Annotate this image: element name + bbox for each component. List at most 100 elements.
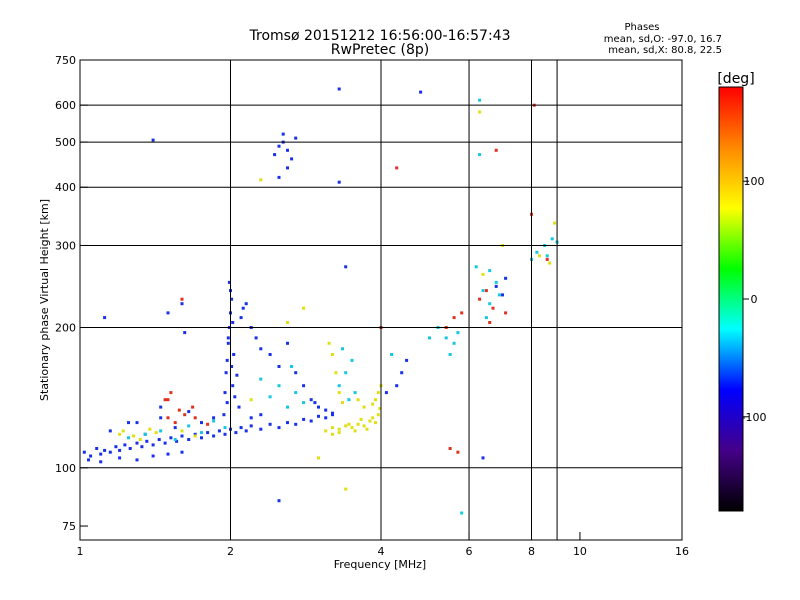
data-point: [259, 377, 263, 381]
data-point: [273, 153, 277, 157]
data-point: [376, 413, 380, 417]
data-point: [200, 436, 203, 440]
data-point: [478, 153, 482, 157]
y-tick-label: 600: [55, 99, 76, 112]
data-point: [331, 413, 334, 417]
data-point: [226, 341, 230, 345]
data-point: [159, 429, 163, 433]
data-point: [212, 419, 216, 423]
data-point: [478, 98, 482, 102]
data-point: [365, 427, 369, 431]
data-point: [127, 421, 130, 425]
data-point: [290, 365, 294, 368]
data-point: [286, 341, 289, 345]
data-point: [371, 402, 375, 406]
y-axis-label: Stationary phase Virtual Height [km]: [38, 199, 51, 401]
data-point: [405, 358, 409, 362]
data-point: [371, 416, 375, 420]
data-point: [501, 293, 504, 297]
chart-title: Tromsø 20151212 16:56:00-16:57:43: [249, 28, 511, 44]
data-point: [225, 401, 229, 405]
data-point: [135, 441, 139, 445]
data-point: [481, 456, 485, 460]
y-tick-label: 75: [62, 520, 76, 533]
data-point: [452, 316, 456, 320]
data-point: [491, 306, 495, 310]
data-point: [239, 426, 243, 430]
data-point: [548, 261, 552, 265]
data-point: [395, 384, 399, 388]
data-point: [347, 422, 351, 426]
data-point: [331, 426, 334, 430]
data-point: [448, 353, 452, 356]
data-point: [344, 487, 348, 491]
data-point: [173, 426, 177, 430]
data-point: [193, 432, 197, 436]
data-point: [230, 297, 234, 301]
data-point: [344, 424, 348, 428]
data-point: [99, 452, 103, 456]
data-point: [235, 373, 239, 377]
data-point: [302, 417, 306, 421]
data-point: [200, 421, 203, 425]
data-point: [239, 316, 243, 320]
x-tick-label: 8: [528, 545, 535, 558]
data-point: [241, 306, 245, 310]
data-point: [191, 405, 195, 409]
data-point: [359, 417, 363, 421]
x-tick-label: 6: [466, 545, 473, 558]
grid-lines: [80, 60, 682, 540]
data-point: [128, 447, 132, 450]
data-point: [166, 398, 170, 402]
data-point: [169, 436, 173, 440]
data-point: [344, 265, 348, 269]
data-point: [390, 353, 394, 356]
data-point: [553, 221, 557, 225]
data-point: [183, 331, 187, 335]
data-point: [337, 427, 341, 431]
data-point: [244, 302, 248, 306]
data-point: [230, 365, 234, 368]
data-point: [187, 438, 191, 441]
data-point: [317, 456, 320, 460]
data-point: [368, 419, 372, 423]
data-point: [545, 257, 549, 261]
x-tick-label: 1: [77, 545, 84, 558]
data-point: [232, 353, 236, 356]
data-point: [145, 439, 149, 443]
data-point: [334, 371, 338, 375]
y-axis-ticks: 75 100 200 300 400 500 600 750: [55, 54, 88, 533]
data-point: [108, 429, 112, 433]
data-points: [82, 87, 559, 515]
data-point: [294, 391, 298, 395]
data-point: [132, 434, 136, 438]
x-axis-label: Frequency [MHz]: [334, 558, 426, 571]
data-point: [327, 341, 331, 345]
data-point: [151, 454, 155, 458]
chart-subtitle: RwPretec (8p): [331, 42, 429, 58]
data-point: [362, 405, 366, 409]
data-point: [317, 414, 320, 418]
data-point: [302, 384, 306, 388]
data-point: [494, 148, 498, 152]
legend-title: Phases: [624, 22, 659, 33]
data-point: [400, 371, 404, 375]
data-point: [337, 384, 341, 388]
colorbar: [718, 86, 744, 512]
data-point: [249, 416, 253, 420]
data-point: [337, 87, 341, 91]
data-point: [180, 302, 184, 306]
data-point: [118, 456, 122, 460]
data-point: [108, 450, 112, 454]
data-point: [268, 353, 272, 356]
data-point: [212, 416, 216, 420]
data-point: [277, 365, 281, 368]
data-point: [175, 439, 179, 443]
data-point: [173, 438, 177, 441]
data-point: [180, 450, 184, 454]
data-point: [143, 432, 147, 436]
data-point: [309, 398, 313, 402]
data-point: [331, 353, 334, 356]
data-point: [456, 331, 460, 335]
